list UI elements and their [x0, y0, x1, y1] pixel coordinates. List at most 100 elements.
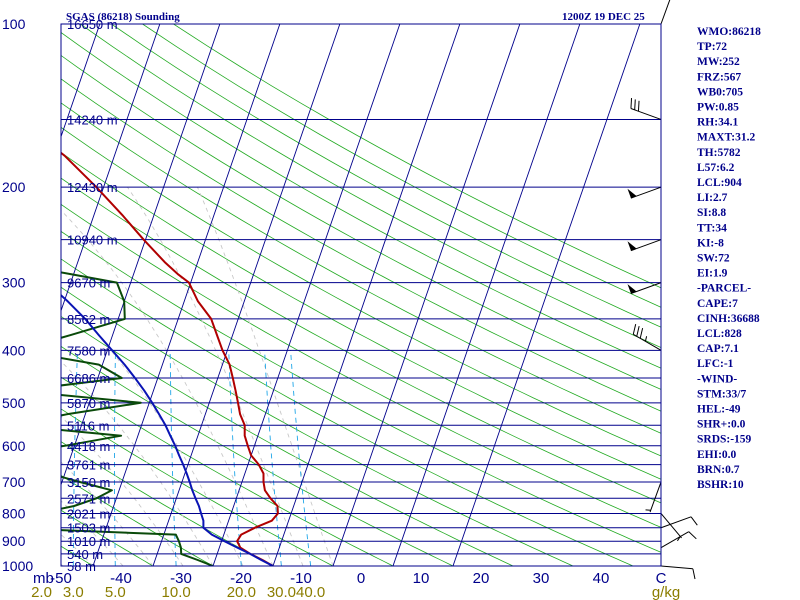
- background-grid: [61, 24, 661, 566]
- pressure-tick-label: 400: [2, 342, 26, 358]
- pressure-tick-label: 700: [2, 474, 26, 490]
- height-label: 3150 m: [67, 475, 110, 490]
- temperature-tick-label: C: [656, 570, 667, 587]
- height-label: 2021 m: [67, 506, 110, 521]
- pressure-tick-label: 800: [2, 505, 26, 521]
- height-label: 1503 m: [67, 521, 110, 536]
- temperature-tick-label: 0: [357, 570, 365, 587]
- temperature-tick-label: -50: [50, 570, 72, 587]
- plot-frame: [60, 23, 662, 567]
- index-value: SHR+:0.0: [697, 419, 746, 431]
- pressure-tick-label: 1000: [2, 558, 33, 574]
- mixing-ratio-label: 3.0: [63, 584, 84, 600]
- temperature-tick-label: 40: [593, 570, 610, 587]
- moist-adiabat: [61, 209, 274, 566]
- index-value: -PARCEL-: [697, 283, 751, 295]
- wind-barb: [632, 324, 662, 351]
- index-value: TH:5782: [697, 147, 741, 159]
- temperature-tick-label: -40: [110, 570, 132, 587]
- index-value: SW:72: [697, 253, 730, 265]
- index-value: -WIND-: [697, 373, 737, 385]
- index-value: LCL:904: [697, 177, 742, 189]
- height-label: 5116 m: [67, 418, 109, 433]
- index-value: L57:6.2: [697, 162, 735, 174]
- height-label: 1010 m: [67, 534, 110, 549]
- index-value: WMO:86218: [697, 26, 761, 38]
- isotherm: [152, 24, 341, 566]
- height-label: 10940 m: [67, 233, 118, 248]
- temperature-tick-label: -30: [170, 570, 192, 587]
- index-value: MW:252: [697, 56, 740, 68]
- wind-barb: [627, 282, 662, 295]
- height-label: 3761 m: [67, 458, 110, 473]
- pressure-tick-label: 600: [2, 438, 26, 454]
- index-value: PW:0.85: [697, 102, 739, 114]
- mixing-ratio-unit-label: g/kg: [652, 584, 680, 600]
- mixing-ratio-label: 10.0: [162, 584, 191, 600]
- mixing-ratio-label: 2.0: [31, 584, 52, 600]
- index-value: CAP:7.1: [697, 343, 739, 355]
- index-value: KI:-8: [697, 237, 724, 249]
- index-value: TP:72: [697, 41, 727, 53]
- height-label: 540 m: [67, 547, 103, 562]
- height-label: 7580 m: [67, 343, 110, 358]
- dewpoint-profile: [61, 271, 214, 566]
- pressure-tick-label: 900: [2, 533, 26, 549]
- wind-barb: [627, 239, 662, 252]
- wind-barb: [627, 186, 662, 199]
- index-value: STM:33/7: [697, 388, 746, 400]
- mixing-ratio-label: 5.0: [105, 584, 126, 600]
- index-value: SI:8.8: [697, 207, 726, 219]
- height-label: 8562 m: [67, 312, 110, 327]
- isotherm: [392, 24, 581, 566]
- index-value: EHI:0.0: [697, 449, 737, 461]
- wind-barbs: [627, 0, 698, 580]
- index-value: CINH:36688: [697, 313, 760, 325]
- index-value: HEL:-49: [697, 404, 741, 416]
- isotherm: [452, 24, 641, 566]
- index-value: EI:1.9: [697, 268, 728, 280]
- chart-datetime: 1200Z 19 DEC 25: [562, 11, 645, 23]
- mixing-ratio-label: 40.0: [296, 584, 325, 600]
- index-value: BSHR:10: [697, 479, 744, 491]
- isotherm: [61, 24, 221, 487]
- index-value: WB0:705: [697, 86, 743, 98]
- height-label: 2571 m: [67, 491, 110, 506]
- index-value: RH:34.1: [697, 117, 738, 129]
- index-value: LI:2.7: [697, 192, 728, 204]
- temperature-tick-label: -20: [230, 570, 252, 587]
- isotherm: [61, 24, 161, 313]
- wind-barb: [660, 513, 682, 542]
- index-value: FRZ:567: [697, 71, 741, 83]
- index-value: LFC:-1: [697, 358, 734, 370]
- mixing-ratio-label: 1.0: [0, 584, 1, 600]
- wind-barb: [660, 516, 698, 529]
- height-label: 4418 m: [67, 439, 110, 454]
- temperature-tick-label: -10: [290, 570, 312, 587]
- index-value: LCL:828: [697, 328, 742, 340]
- isotherm: [61, 24, 101, 139]
- pressure-tick-label: 200: [2, 179, 26, 195]
- index-value: MAXT:31.2: [697, 132, 755, 144]
- x-axis-unit-label: mb: [33, 570, 54, 587]
- index-value: TT:34: [697, 222, 727, 234]
- parcel-profile: [61, 294, 274, 566]
- pressure-tick-label: 500: [2, 395, 26, 411]
- sounding-profiles: [61, 151, 279, 566]
- temperature-profile: [61, 151, 279, 566]
- isotherm: [332, 24, 521, 566]
- wind-barb: [660, 565, 696, 580]
- height-label: 12430 m: [67, 180, 118, 195]
- temperature-tick-label: 20: [473, 570, 490, 587]
- chart-title: SGAS (86218) Sounding: [66, 11, 180, 23]
- index-value: CAPE:7: [697, 298, 738, 310]
- index-value: SRDS:-159: [697, 434, 752, 446]
- isotherm: [212, 24, 401, 566]
- wind-barb: [660, 0, 671, 25]
- pressure-tick-label: 300: [2, 275, 26, 291]
- height-label: 14240 m: [67, 112, 118, 127]
- temperature-tick-label: 10: [413, 570, 430, 587]
- height-label: 5870 m: [67, 396, 110, 411]
- moist-adiabat: [197, 187, 334, 566]
